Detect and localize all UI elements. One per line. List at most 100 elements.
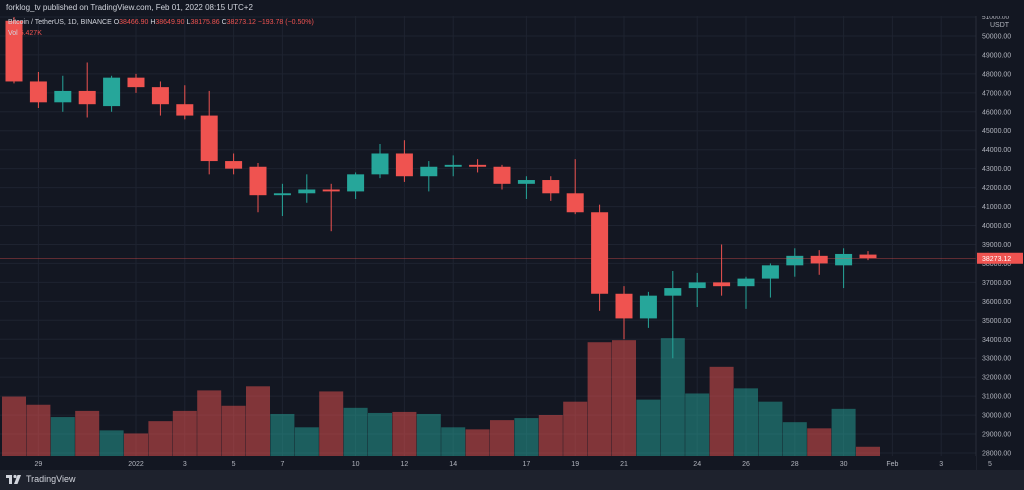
candle-body xyxy=(176,104,194,116)
symbol-title[interactable]: Bitcoin / TetherUS, 1D, BINANCE xyxy=(8,19,112,26)
volume-legend[interactable]: Vol 5.427K xyxy=(8,30,42,37)
candle[interactable] xyxy=(78,62,96,118)
candle-body xyxy=(713,282,731,287)
candlesticks[interactable] xyxy=(5,17,877,359)
last-price-label: 38273.12 xyxy=(982,256,1011,263)
price-tick-label: 47000.00 xyxy=(982,90,1011,97)
candle-body xyxy=(103,77,121,107)
time-tick-label: Feb xyxy=(886,461,898,468)
candle[interactable] xyxy=(835,248,853,289)
time-tick-label: 14 xyxy=(449,461,457,468)
candle[interactable] xyxy=(5,17,23,84)
candle[interactable] xyxy=(371,144,389,179)
candle[interactable] xyxy=(200,90,218,175)
candle[interactable] xyxy=(176,85,194,120)
candle-body xyxy=(78,90,96,105)
candle-body xyxy=(664,288,682,296)
volume-bar xyxy=(831,408,856,456)
time-tick-label: 17 xyxy=(523,461,531,468)
candle-body xyxy=(54,90,72,103)
volume-bar xyxy=(465,429,490,456)
time-tick-label: 7 xyxy=(280,461,284,468)
candle[interactable] xyxy=(347,172,365,199)
time-tick-label: 2022 xyxy=(128,461,144,468)
tradingview-logo-icon xyxy=(6,474,21,484)
time-tick-label: 29 xyxy=(35,461,43,468)
price-axis[interactable]: 50000.00 49000.00 48000.00 47000.00 46000.00… xyxy=(975,14,1024,470)
volume-value: 5.427K xyxy=(19,30,42,37)
time-axis[interactable]: 29 2022 3 5 7 10 12 14 17 19 21 24 26 28 30 Feb 3 5 xyxy=(0,456,992,470)
candle-body xyxy=(127,77,145,88)
candle[interactable] xyxy=(298,174,316,203)
volume-bar xyxy=(148,421,173,456)
tradingview-brand[interactable]: TradingView xyxy=(6,474,76,484)
candle[interactable] xyxy=(103,75,121,112)
candle[interactable] xyxy=(664,271,682,359)
candle[interactable] xyxy=(859,251,877,261)
candle[interactable] xyxy=(737,276,755,309)
symbol-legend[interactable]: Bitcoin / TetherUS, 1D, BINANCE O38466.9… xyxy=(8,19,314,26)
candle[interactable] xyxy=(591,204,609,311)
candle[interactable] xyxy=(151,81,169,116)
candle-body xyxy=(542,180,560,194)
candle[interactable] xyxy=(469,159,487,173)
candle-body xyxy=(249,166,267,196)
candle[interactable] xyxy=(566,159,584,215)
candle[interactable] xyxy=(420,161,438,192)
candle[interactable] xyxy=(639,291,657,328)
time-tick-label: 3 xyxy=(183,461,187,468)
candle-body xyxy=(615,293,633,319)
price-tick-label: 34000.00 xyxy=(982,337,1011,344)
volume-bar xyxy=(343,407,368,456)
price-tick-label: 38000.00 xyxy=(982,261,1011,268)
time-tick-label: 19 xyxy=(571,461,579,468)
candle[interactable] xyxy=(810,250,828,275)
candle-body xyxy=(151,87,169,105)
candle-body xyxy=(444,164,462,167)
volume-bar xyxy=(124,433,148,456)
volume-bar xyxy=(612,340,636,456)
chart-background xyxy=(0,0,1024,470)
volume-bar xyxy=(368,412,392,456)
price-unit-label: USDT xyxy=(990,22,1010,29)
volume-bar xyxy=(172,410,197,456)
time-tick-label: 26 xyxy=(742,461,750,468)
candle[interactable] xyxy=(249,162,267,213)
volume-bar xyxy=(50,417,75,456)
candle-body xyxy=(737,278,755,287)
price-tick-label: 40000.00 xyxy=(982,223,1011,230)
price-tick-label: 49000.00 xyxy=(982,52,1011,59)
volume-bar xyxy=(294,427,319,456)
time-tick-label: 30 xyxy=(840,461,848,468)
volume-bar xyxy=(538,415,563,456)
candle[interactable] xyxy=(517,176,535,199)
time-tick-label: 10 xyxy=(352,461,360,468)
candle-body xyxy=(566,193,584,213)
volume-bar xyxy=(685,393,710,456)
volume-bar xyxy=(636,399,661,456)
candle[interactable] xyxy=(493,164,511,190)
candle[interactable] xyxy=(127,73,145,93)
candle-body xyxy=(200,115,218,162)
candle[interactable] xyxy=(542,176,560,201)
candle[interactable] xyxy=(395,140,413,182)
candle-body xyxy=(469,164,487,167)
candle[interactable] xyxy=(761,263,779,298)
volume-bar xyxy=(221,405,246,456)
candle[interactable] xyxy=(713,244,731,296)
price-chart[interactable]: 50000.00 49000.00 48000.00 47000.00 46000.00… xyxy=(0,0,1024,470)
open-value: 38466.90 xyxy=(119,19,149,26)
price-tick-label: 29000.00 xyxy=(982,432,1011,439)
candle-body xyxy=(493,166,511,184)
candle[interactable] xyxy=(225,153,243,175)
candle[interactable] xyxy=(54,75,72,112)
candle[interactable] xyxy=(273,183,291,217)
candle[interactable] xyxy=(688,272,706,308)
candle[interactable] xyxy=(786,248,804,277)
candle[interactable] xyxy=(322,183,340,232)
candle[interactable] xyxy=(615,286,633,340)
candle[interactable] xyxy=(29,71,47,108)
candle[interactable] xyxy=(444,155,462,177)
high-label: H xyxy=(150,19,156,26)
volume-bar xyxy=(563,401,588,456)
